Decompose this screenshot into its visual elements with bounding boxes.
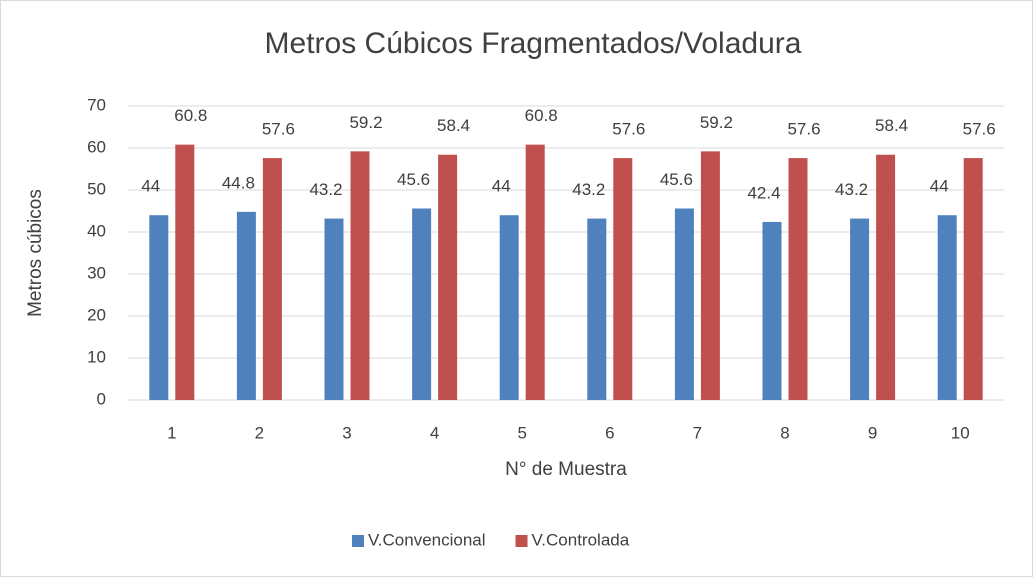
data-label: 57.6 [262, 120, 295, 139]
bar [876, 154, 896, 400]
bar [587, 218, 607, 400]
bar [963, 158, 983, 400]
bar [525, 144, 545, 400]
y-tick-label: 10 [87, 347, 106, 366]
bar [700, 151, 720, 400]
bar [937, 215, 957, 400]
x-tick-label: 7 [693, 423, 702, 442]
data-label: 57.6 [612, 120, 645, 139]
y-tick-label: 20 [87, 305, 106, 324]
data-label: 44 [930, 177, 949, 196]
x-tick-label: 10 [951, 423, 970, 442]
x-tick-label: 3 [342, 423, 351, 442]
y-tick-label: 0 [97, 389, 106, 408]
bar [499, 215, 519, 400]
data-label: 45.6 [397, 170, 430, 189]
legend-label: V.Convencional [368, 530, 486, 549]
legend-label: V.Controlada [532, 530, 630, 549]
data-label: 59.2 [349, 113, 382, 132]
y-tick-label: 40 [87, 221, 106, 240]
y-tick-label: 60 [87, 137, 106, 156]
data-label: 58.4 [437, 116, 470, 135]
y-axis-label: Metros cúbicos [25, 189, 46, 317]
y-tick-label: 70 [87, 95, 106, 114]
bar [412, 208, 432, 400]
y-tick-label: 30 [87, 263, 106, 282]
bar [149, 215, 169, 400]
x-tick-label: 6 [605, 423, 614, 442]
x-tick-label: 8 [780, 423, 789, 442]
data-label: 60.8 [174, 106, 207, 125]
bar [788, 158, 808, 400]
bar [262, 158, 282, 400]
data-label: 43.2 [835, 180, 868, 199]
x-axis-label: N° de Muestra [505, 459, 627, 480]
bar [236, 211, 256, 400]
legend-swatch [352, 535, 364, 547]
x-tick-label: 4 [430, 423, 439, 442]
bar [324, 218, 344, 400]
bar [175, 144, 195, 400]
data-label: 44.8 [222, 173, 255, 192]
legend-swatch [515, 535, 528, 547]
x-tick-label: 1 [167, 423, 176, 442]
data-label: 42.4 [747, 183, 780, 202]
data-label: 45.6 [660, 170, 693, 189]
x-tick-label: 5 [517, 423, 526, 442]
chart-title: Metros Cúbicos Fragmentados/Voladura [265, 27, 802, 60]
bar [674, 208, 694, 400]
data-label: 57.6 [787, 120, 820, 139]
data-label: 43.2 [572, 180, 605, 199]
bar [350, 151, 370, 400]
x-tick-label: 2 [255, 423, 264, 442]
bar [850, 218, 870, 400]
x-tick-label: 9 [868, 423, 877, 442]
bar [762, 221, 782, 400]
data-label: 59.2 [700, 113, 733, 132]
data-label: 43.2 [309, 180, 342, 199]
bar [613, 158, 633, 400]
data-label: 44 [141, 177, 160, 196]
data-label: 57.6 [963, 120, 996, 139]
data-label: 44 [492, 177, 511, 196]
data-label: 60.8 [525, 106, 558, 125]
data-label: 58.4 [875, 116, 908, 135]
y-tick-label: 50 [87, 179, 106, 198]
bar [438, 154, 458, 400]
